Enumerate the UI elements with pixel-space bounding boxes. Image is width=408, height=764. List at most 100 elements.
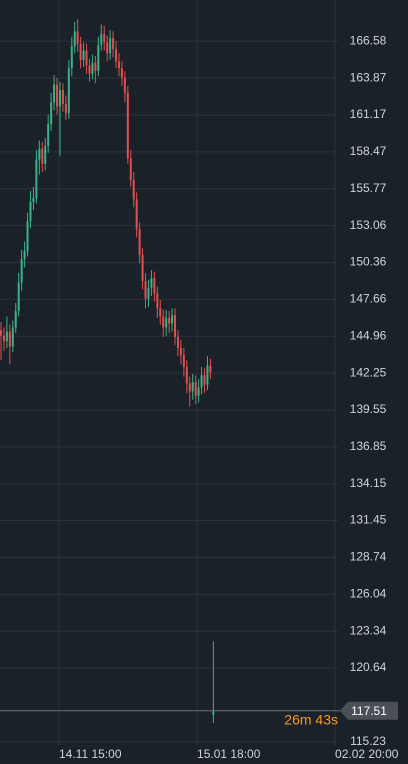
candle-body xyxy=(191,382,194,392)
candle-body xyxy=(188,383,191,392)
candle-body xyxy=(156,293,159,309)
y-tick-label: 128.74 xyxy=(350,550,387,564)
candle-body xyxy=(106,42,109,54)
candle-body xyxy=(100,34,103,46)
candle-body xyxy=(53,84,56,103)
candle-body xyxy=(38,148,41,160)
candle-body xyxy=(168,317,171,324)
x-tick-label: 14.11 15:00 xyxy=(59,747,122,761)
candle-body xyxy=(82,50,85,61)
candle-body xyxy=(44,145,47,164)
candle-body xyxy=(58,90,61,107)
candle-body xyxy=(185,367,188,384)
y-tick-label: 161.17 xyxy=(350,107,387,121)
candle-body xyxy=(129,158,132,181)
candle-body xyxy=(17,282,20,312)
candle-body xyxy=(179,347,182,355)
x-tick-label: 15.01 18:00 xyxy=(197,747,261,761)
countdown: 26m 43s xyxy=(284,711,338,727)
last-price-tag xyxy=(340,701,398,720)
candle-body xyxy=(61,90,64,104)
y-tick-label: 120.64 xyxy=(350,660,387,674)
grid xyxy=(0,0,338,745)
y-tick-label: 134.15 xyxy=(350,476,387,490)
candle-body xyxy=(5,331,8,342)
y-tick-label: 144.96 xyxy=(350,328,387,342)
candle-body xyxy=(76,31,79,44)
candle-body xyxy=(162,316,165,328)
candle-body xyxy=(97,45,100,71)
candle-body xyxy=(144,281,147,299)
y-tick-label: 163.87 xyxy=(350,70,387,84)
y-tick-label: 155.77 xyxy=(350,181,387,195)
candle-body xyxy=(70,46,73,69)
candle-body xyxy=(182,354,185,368)
candle-body xyxy=(120,68,123,78)
candle-body xyxy=(200,375,203,388)
y-tick-label: 147.66 xyxy=(350,292,387,306)
y-tick-label: 153.06 xyxy=(350,218,387,232)
candle-body xyxy=(85,50,88,66)
y-tick-label: 166.58 xyxy=(350,33,387,47)
y-tick-label: 158.47 xyxy=(350,144,387,158)
y-tick-label: 150.36 xyxy=(350,255,387,269)
y-tick-label: 136.85 xyxy=(350,439,387,453)
candle-body xyxy=(20,259,23,283)
y-tick-label: 126.04 xyxy=(350,587,387,601)
candle-body xyxy=(64,103,67,114)
candle-body xyxy=(88,65,91,74)
y-tick-label: 142.25 xyxy=(350,365,387,379)
candle-body xyxy=(67,68,70,114)
candle-body xyxy=(126,92,129,159)
candle-body xyxy=(56,84,59,107)
y-tick-label: 115.23 xyxy=(350,734,386,748)
candle-body xyxy=(165,317,168,328)
candle-body xyxy=(14,311,17,328)
candle-body xyxy=(103,34,106,43)
candle-body xyxy=(109,38,112,54)
candle-body xyxy=(91,62,94,74)
candle-body xyxy=(73,31,76,47)
candle-body xyxy=(132,180,135,200)
candle-body xyxy=(209,365,212,373)
candle-body xyxy=(174,315,177,338)
candle-body xyxy=(2,335,5,342)
candle-body xyxy=(115,49,118,62)
candle-body xyxy=(197,387,200,396)
candle-body xyxy=(171,315,174,324)
axes: 115.23 120.64 123.34 126.04 128.74 131.45 134.… xyxy=(0,33,399,761)
candle-body xyxy=(94,62,97,71)
x-tick-label: 02.02 20:00 xyxy=(335,747,399,761)
y-tick-label: 139.55 xyxy=(350,402,387,416)
candle-body xyxy=(47,124,50,146)
candle-body xyxy=(176,337,179,348)
candle-body xyxy=(206,365,209,385)
candle-body xyxy=(153,278,156,294)
candle-body xyxy=(32,197,35,202)
candle-body xyxy=(150,278,153,288)
candle-body xyxy=(8,331,11,347)
candle-body xyxy=(29,201,32,222)
candle-body xyxy=(41,148,44,164)
candle-body xyxy=(35,159,38,198)
candle-body xyxy=(50,102,53,125)
candle-body xyxy=(194,382,197,396)
candles xyxy=(0,19,215,724)
candle-body xyxy=(159,308,162,317)
candle-body xyxy=(112,38,115,50)
candle-body xyxy=(135,199,138,230)
candle-body xyxy=(117,61,120,69)
candle-body xyxy=(138,229,141,256)
candle-body xyxy=(26,221,29,252)
y-tick-label: 123.34 xyxy=(350,623,387,637)
y-tick-label: 131.45 xyxy=(350,513,387,527)
candle-body xyxy=(0,330,2,336)
candle-body xyxy=(203,375,206,385)
candle-body xyxy=(123,77,126,93)
candle-body xyxy=(79,43,82,61)
candle-body xyxy=(23,251,26,260)
last-price-label: 117.51 xyxy=(351,704,387,718)
candle-body xyxy=(147,287,150,299)
candle-body xyxy=(212,710,215,715)
